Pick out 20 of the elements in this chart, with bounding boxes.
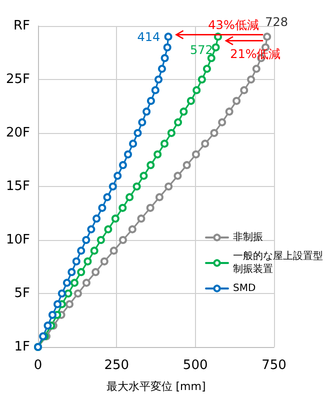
y-tick-label: 10F xyxy=(6,232,30,248)
legend-label: 非制振 xyxy=(233,231,263,243)
y-tick-label: 20F xyxy=(6,126,30,140)
x-tick-label: 0 xyxy=(34,358,42,373)
x-tick-label: 500 xyxy=(182,358,208,373)
y-tick-label: 1F xyxy=(14,340,30,354)
annotation: 572 xyxy=(190,42,213,57)
x-tick-label: 750 xyxy=(262,358,286,373)
annotation: 414 xyxy=(137,30,160,44)
legend-label: 一般的な屋上設置型制振装置 xyxy=(233,250,323,275)
x-axis-title: 最大水平変位 [mm] xyxy=(106,380,206,393)
y-tick-label: RF xyxy=(13,18,30,34)
legend-label: SMD xyxy=(233,283,256,294)
y-tick-label: 25F xyxy=(6,72,30,87)
y-tick-label: 5F xyxy=(14,286,30,301)
x-tick-label: 250 xyxy=(104,358,130,373)
annotation: 728 xyxy=(265,14,288,29)
annotation: 43%低減 xyxy=(208,18,259,32)
y-tick-label: 15F xyxy=(6,179,30,194)
annotation: 21%低減 xyxy=(230,46,281,61)
